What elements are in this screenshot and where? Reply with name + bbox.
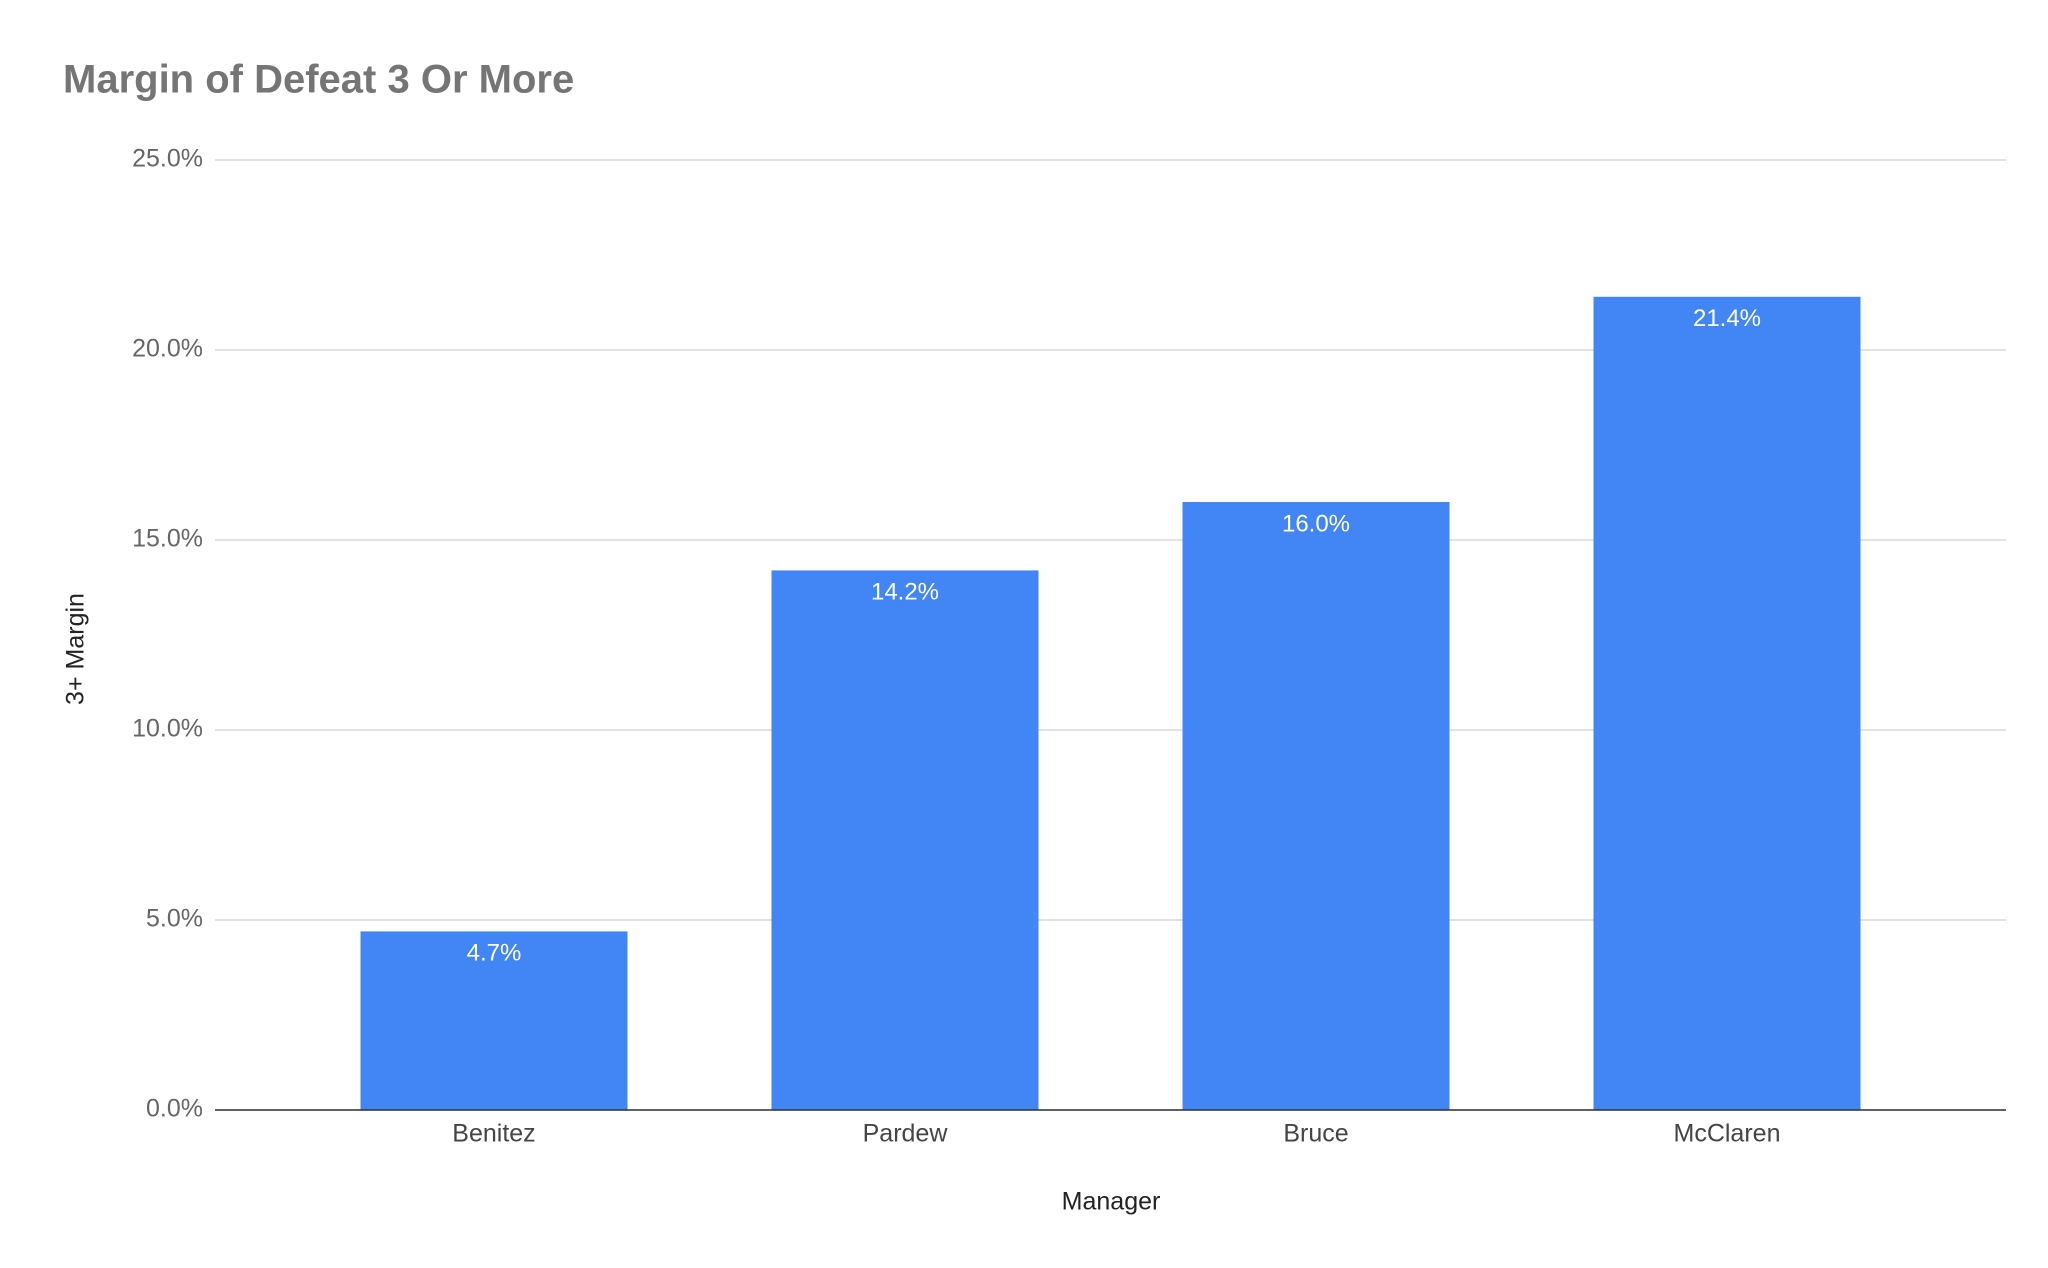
data-label: 16.0%	[1282, 510, 1350, 537]
x-axis-title: Manager	[1062, 1188, 1161, 1216]
data-label: 14.2%	[871, 579, 939, 606]
y-tick-label: 5.0%	[146, 905, 203, 933]
y-tick-label: 15.0%	[132, 525, 203, 553]
y-axis-title: 3+ Margin	[62, 593, 90, 705]
bar	[360, 931, 628, 1110]
bar	[1182, 502, 1450, 1110]
data-label: 21.4%	[1693, 305, 1761, 332]
chart-title: Margin of Defeat 3 Or More	[63, 58, 574, 102]
x-tick-label: Benitez	[452, 1120, 535, 1148]
y-tick-label: 0.0%	[146, 1095, 203, 1123]
y-tick-label: 25.0%	[132, 145, 203, 173]
x-tick-label: Pardew	[863, 1120, 949, 1148]
x-tick-label: Bruce	[1283, 1120, 1348, 1148]
bar	[1593, 296, 1861, 1110]
x-tick-label: McClaren	[1674, 1120, 1781, 1148]
y-tick-label: 10.0%	[132, 715, 203, 743]
y-tick-label: 20.0%	[132, 335, 203, 363]
bar	[771, 570, 1039, 1110]
data-label: 4.7%	[467, 940, 522, 967]
